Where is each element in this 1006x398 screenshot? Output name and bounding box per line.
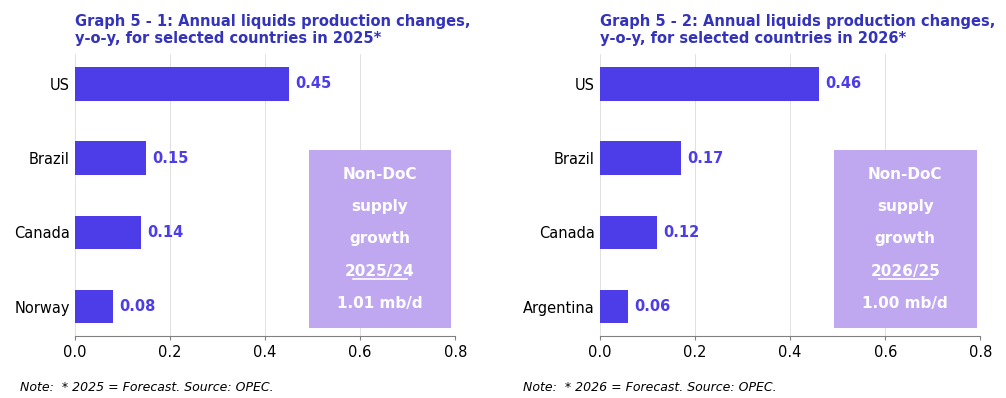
Text: 0.17: 0.17 [687, 151, 723, 166]
Bar [600, 216, 657, 249]
FancyBboxPatch shape [834, 150, 977, 328]
Text: 0.12: 0.12 [663, 225, 699, 240]
Text: 2026/25: 2026/25 [870, 264, 941, 279]
Text: 1.01 mb/d: 1.01 mb/d [337, 296, 423, 311]
Text: mb/d: mb/d [934, 313, 975, 328]
Bar [600, 290, 629, 324]
Text: 0.15: 0.15 [152, 151, 188, 166]
Text: growth: growth [875, 232, 936, 246]
Bar [74, 67, 289, 101]
Text: Note:  * 2025 = Forecast. Source: OPEC.: Note: * 2025 = Forecast. Source: OPEC. [20, 381, 274, 394]
Text: growth: growth [349, 232, 410, 246]
Text: 0.06: 0.06 [635, 299, 671, 314]
Text: Non-DoC: Non-DoC [868, 167, 943, 182]
Text: Non-DoC: Non-DoC [343, 167, 417, 182]
Text: 0.14: 0.14 [148, 225, 184, 240]
Bar [74, 216, 141, 249]
Bar [74, 141, 146, 175]
Text: 0.08: 0.08 [119, 299, 155, 314]
Bar [600, 141, 681, 175]
Text: 0.46: 0.46 [825, 76, 861, 92]
FancyBboxPatch shape [309, 150, 452, 328]
Text: supply: supply [352, 199, 408, 214]
Text: mb/d: mb/d [407, 313, 450, 328]
Text: Graph 5 - 2: Annual liquids production changes,
y-o-y, for selected countries in: Graph 5 - 2: Annual liquids production c… [600, 14, 995, 46]
Text: Graph 5 - 1: Annual liquids production changes,
y-o-y, for selected countries in: Graph 5 - 1: Annual liquids production c… [74, 14, 470, 46]
Text: supply: supply [877, 199, 934, 214]
Text: 0.45: 0.45 [295, 76, 331, 92]
Text: 2025/24: 2025/24 [345, 264, 414, 279]
Text: Note:  * 2026 = Forecast. Source: OPEC.: Note: * 2026 = Forecast. Source: OPEC. [523, 381, 777, 394]
Bar [600, 67, 819, 101]
Bar [74, 290, 113, 324]
Text: 1.00 mb/d: 1.00 mb/d [862, 296, 948, 311]
